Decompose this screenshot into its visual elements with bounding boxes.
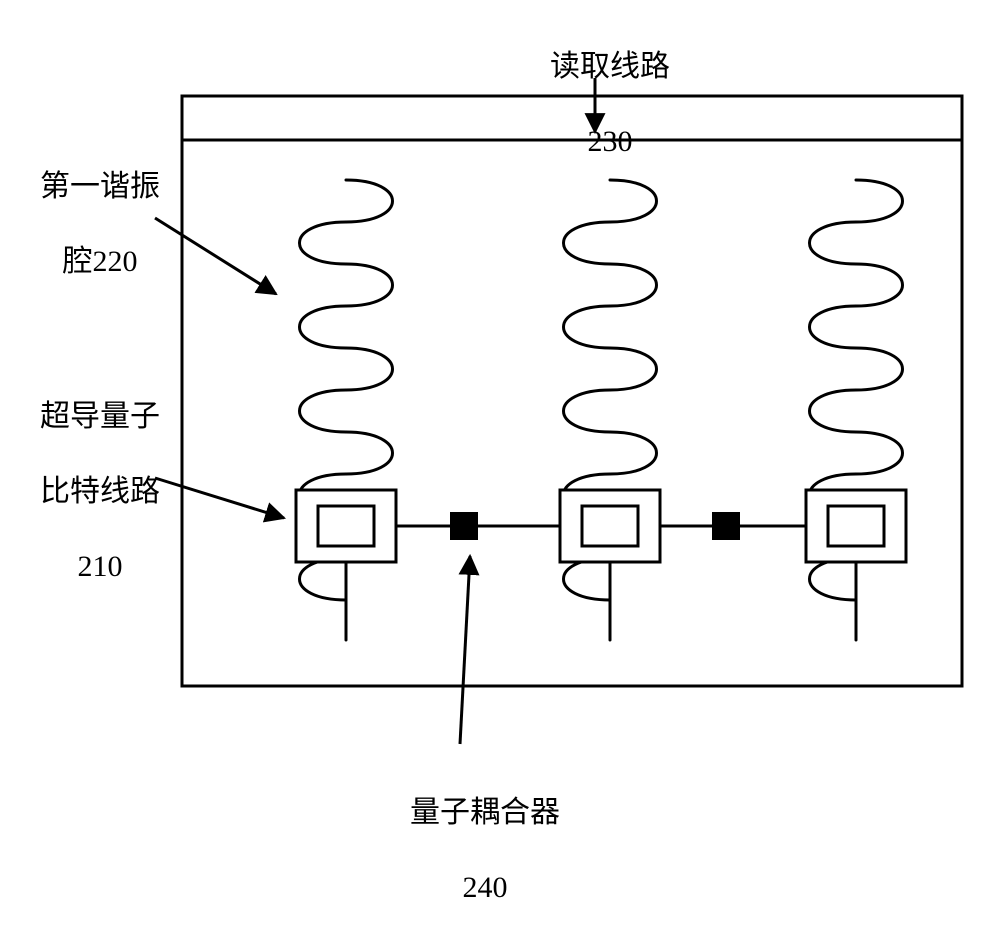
- arrow-resonator: [155, 218, 276, 294]
- qubit-label-line2: 比特线路: [40, 475, 160, 508]
- readout-label-line2: 230: [588, 125, 633, 158]
- coupler-label-line2: 240: [463, 871, 508, 904]
- qubit-inner: [318, 506, 374, 546]
- readout-label: 读取线路 230: [520, 10, 670, 198]
- resonator-label-line1: 第一谐振: [40, 170, 160, 203]
- resonator-label: 第一谐振 腔220: [10, 130, 160, 318]
- qubit-label-line1: 超导量子: [40, 400, 160, 433]
- qubit-label: 超导量子 比特线路 210: [10, 360, 160, 623]
- qubit-inner: [828, 506, 884, 546]
- readout-label-line1: 读取线路: [550, 50, 670, 83]
- arrow-qubit: [155, 478, 284, 518]
- arrow-coupler: [460, 556, 470, 744]
- coupler-label: 量子耦合器 240: [380, 756, 560, 944]
- coupler-square: [450, 512, 478, 540]
- qubit-inner: [582, 506, 638, 546]
- coupler-square: [712, 512, 740, 540]
- resonator-label-line2: 腔220: [63, 245, 138, 278]
- qubit-label-line3: 210: [78, 550, 123, 583]
- coupler-label-line1: 量子耦合器: [410, 796, 560, 829]
